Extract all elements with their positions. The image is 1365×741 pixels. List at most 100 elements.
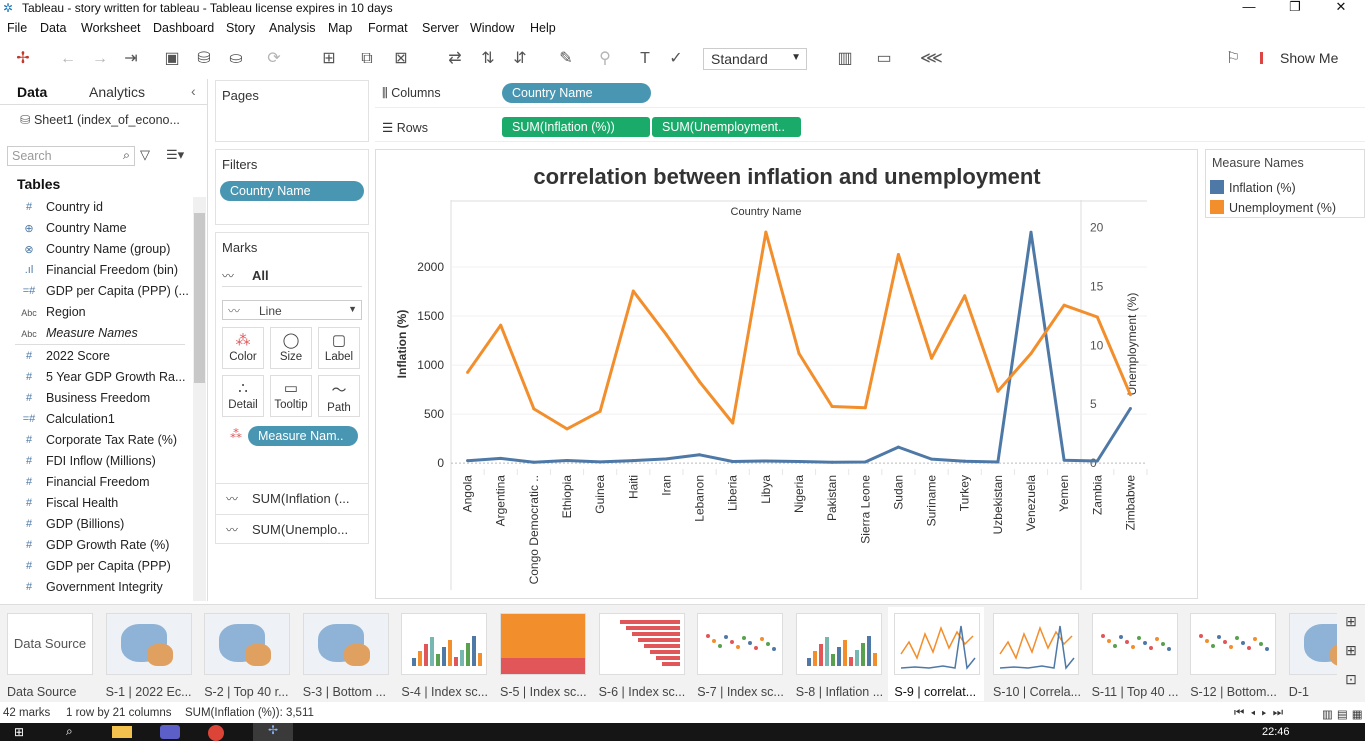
sheet-view-toggle[interactable]: ▥▤▦ <box>1322 709 1365 721</box>
new-story-tab-icon[interactable]: ⊡ <box>1345 671 1357 687</box>
refresh-icon[interactable]: ⟳ <box>267 50 281 67</box>
sheet-tab[interactable]: S-8 | Inflation ... <box>790 607 886 701</box>
swap-icon[interactable]: ⇄ <box>448 50 462 67</box>
field-item[interactable]: =# Calculation1 <box>0 410 190 431</box>
mark-type-dropdown[interactable]: 〰 Line ▼ <box>222 300 362 320</box>
menu-help[interactable]: Help <box>530 21 556 35</box>
field-item[interactable]: # Business Freedom <box>0 389 190 410</box>
tooltip-button[interactable]: ▭ Tooltip <box>270 375 312 417</box>
show-cards-icon[interactable]: ▥ <box>837 50 853 67</box>
sheet-nav-arrows[interactable]: ⏮◂▸⏭ <box>1234 707 1290 719</box>
filters-card[interactable]: Filters Country Name <box>215 149 369 225</box>
highlight-icon[interactable]: ✎ <box>559 50 573 67</box>
sheet-tab[interactable]: S-7 | Index sc... <box>691 607 787 701</box>
close-icon[interactable]: ✕ <box>1335 0 1347 14</box>
path-button[interactable]: 〜 Path <box>318 375 360 417</box>
field-item[interactable]: # Fiscal Health <box>0 494 190 515</box>
rows-pill-inflation[interactable]: SUM(Inflation (%)) <box>502 117 650 137</box>
search-input[interactable]: Search ⌕ <box>7 146 135 166</box>
undo-icon[interactable]: ← <box>60 50 76 67</box>
rows-shelf[interactable]: ☰ Rows SUM(Inflation (%)) SUM(Unemployme… <box>375 114 1365 142</box>
save-icon[interactable]: ▣ <box>164 50 180 67</box>
sheet-tab[interactable]: S-3 | Bottom ... <box>297 607 393 701</box>
field-item[interactable]: .ıl Financial Freedom (bin) <box>0 261 190 282</box>
menu-file[interactable]: File <box>7 21 28 35</box>
redo-icon[interactable]: → <box>92 50 108 67</box>
field-item[interactable]: ⊗ Country Name (group) <box>0 240 190 261</box>
field-item[interactable]: # GDP Growth Rate (%) <box>0 536 190 557</box>
menu-worksheet[interactable]: Worksheet <box>81 21 141 35</box>
worksheet-view[interactable]: correlation between inflation and unempl… <box>375 149 1198 599</box>
show-me-button[interactable]: Show Me <box>1260 50 1338 66</box>
sheet-tab[interactable]: S-2 | Top 40 r... <box>198 607 294 701</box>
sheet-tab[interactable]: S-10 | Correla... <box>987 607 1083 701</box>
clear-sheet-icon[interactable]: ⊠ <box>394 50 408 67</box>
legend-item-unemployment[interactable]: Unemployment (%) <box>1210 200 1336 215</box>
marks-subcard-unemployment[interactable]: 〰 SUM(Unemplo... <box>216 514 368 544</box>
sheet-tab[interactable]: S-1 | 2022 Ec... <box>100 607 196 701</box>
minimize-icon[interactable]: — <box>1242 0 1256 14</box>
restore-icon[interactable]: ❐ <box>1289 0 1301 14</box>
field-list-scrollbar[interactable] <box>193 197 206 601</box>
labels-icon[interactable]: T <box>640 50 650 67</box>
tableau-taskbar-icon[interactable]: ✢ <box>253 723 293 741</box>
sheet-tab[interactable]: S-4 | Index sc... <box>395 607 491 701</box>
marks-subcard-inflation[interactable]: 〰 SUM(Inflation (... <box>216 483 368 513</box>
new-worksheet-tab-icon[interactable]: ⊞ <box>1345 613 1357 629</box>
data-source-item[interactable]: ⛁ Sheet1 (index_of_econo... <box>20 112 180 127</box>
tab-analytics[interactable]: Analytics <box>89 84 146 100</box>
replay-icon[interactable]: ⇥ <box>124 50 138 67</box>
menu-story[interactable]: Story <box>226 21 256 35</box>
field-item[interactable]: # Financial Freedom <box>0 473 190 494</box>
fit-dropdown[interactable]: Standard ▼ <box>703 48 807 70</box>
field-item[interactable]: # Country id <box>0 198 190 219</box>
menu-analysis[interactable]: Analysis <box>269 21 316 35</box>
menu-dashboard[interactable]: Dashboard <box>153 21 215 35</box>
columns-shelf[interactable]: ⫼ Columns Country Name <box>375 80 1365 108</box>
new-datasource-icon[interactable]: ⛁ <box>197 50 211 67</box>
share-icon[interactable]: ⋘ <box>920 50 943 67</box>
file-explorer-icon[interactable] <box>112 726 132 738</box>
marks-all-row[interactable]: 〰 All <box>222 267 362 287</box>
pause-updates-icon[interactable]: ⛀ <box>229 50 243 67</box>
field-item[interactable]: # GDP per Capita (PPP) <box>0 557 190 578</box>
color-pill-measure-names[interactable]: Measure Nam.. <box>248 426 358 446</box>
field-item[interactable]: #5 Year GDP Growth Ra... <box>0 368 190 389</box>
sheet-tab[interactable]: S-9 | correlat... <box>888 607 985 701</box>
field-item[interactable]: #2022 Score <box>0 347 190 368</box>
label-button[interactable]: ▢ Label <box>318 327 360 369</box>
field-item[interactable]: # Corporate Tax Rate (%) <box>0 431 190 452</box>
teams-icon[interactable] <box>160 725 180 739</box>
group-icon[interactable]: ⚲ <box>599 50 611 67</box>
menu-window[interactable]: Window <box>470 21 515 35</box>
sheet-tab[interactable]: S-11 | Top 40 ... <box>1086 607 1182 701</box>
detail-button[interactable]: ∴ Detail <box>222 375 264 417</box>
new-dashboard-tab-icon[interactable]: ⊞ <box>1345 642 1357 658</box>
field-item[interactable]: ⊕ Country Name <box>0 219 190 240</box>
collapse-icon[interactable]: ‹ <box>191 83 196 99</box>
filter-icon[interactable]: ▽ <box>140 147 150 162</box>
legend-item-inflation[interactable]: Inflation (%) <box>1210 180 1296 195</box>
windows-start-icon[interactable]: ⊞ <box>14 725 25 739</box>
pages-card[interactable]: Pages <box>215 80 369 142</box>
field-item[interactable]: =# GDP per Capita (PPP) (... <box>0 282 190 303</box>
sheet-tab[interactable]: Data Source Data Source <box>1 607 97 701</box>
format-painter-icon[interactable]: ⚐ <box>1225 50 1241 67</box>
view-options-icon[interactable]: ☰▾ <box>166 147 185 162</box>
field-item[interactable]: # GDP (Billions) <box>0 515 190 536</box>
sort-descending-icon[interactable]: ⇵ <box>513 50 527 67</box>
pin-icon[interactable]: ✓ <box>669 50 683 67</box>
columns-pill-country-name[interactable]: Country Name <box>502 83 651 103</box>
presentation-mode-icon[interactable]: ▭ <box>876 50 892 67</box>
size-button[interactable]: ◯ Size <box>270 327 312 369</box>
chrome-icon[interactable] <box>208 725 224 741</box>
field-item[interactable]: Abc Region <box>0 303 190 324</box>
tableau-home-icon[interactable]: ✢ <box>16 50 30 67</box>
sheet-tab[interactable]: S-5 | Index sc... <box>494 607 590 701</box>
menu-map[interactable]: Map <box>328 21 353 35</box>
scrollbar-thumb[interactable] <box>194 213 205 383</box>
sort-ascending-icon[interactable]: ⇅ <box>481 50 495 67</box>
field-item[interactable]: # FDI Inflow (Millions) <box>0 452 190 473</box>
sheet-tab[interactable]: S-6 | Index sc... <box>593 607 689 701</box>
menu-data[interactable]: Data <box>40 21 67 35</box>
